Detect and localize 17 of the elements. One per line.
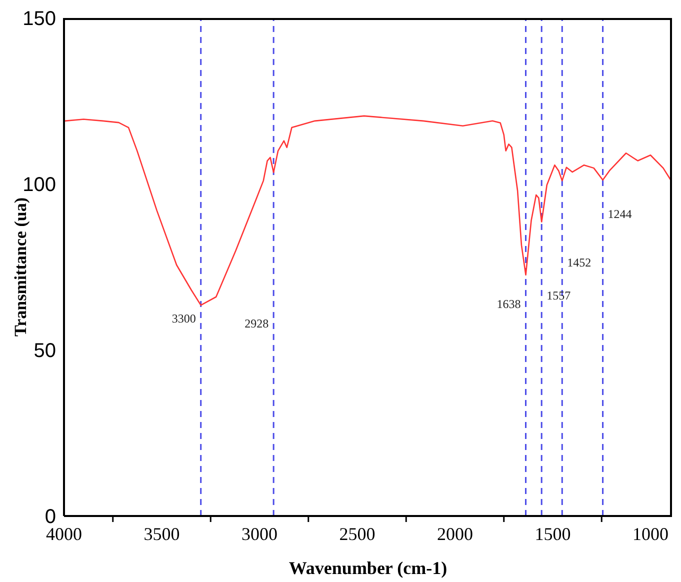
annotation: 1557 xyxy=(546,288,571,302)
y-tick-label: 150 xyxy=(22,8,56,30)
x-tick-label: 2500 xyxy=(339,524,376,544)
x-tick-label: 3500 xyxy=(144,524,180,544)
annotation: 2928 xyxy=(244,316,269,331)
annotation: 1638 xyxy=(496,296,521,311)
y-tick-label: 50 xyxy=(34,340,56,362)
x-tick-label: 1000 xyxy=(632,524,668,544)
x-tick-label: 2000 xyxy=(436,524,473,544)
annotation: 1244 xyxy=(608,207,632,222)
x-tick-label: 3000 xyxy=(242,524,278,544)
y-axis-title: Transmittance (ua) xyxy=(11,198,30,336)
x-axis-title: Wavenumber (cm-1) xyxy=(288,558,448,578)
annotation: 3300 xyxy=(172,311,196,326)
y-tick-label: 100 xyxy=(22,174,56,196)
x-tick-label: 1500 xyxy=(534,524,571,544)
annotation: 1452 xyxy=(567,255,592,270)
